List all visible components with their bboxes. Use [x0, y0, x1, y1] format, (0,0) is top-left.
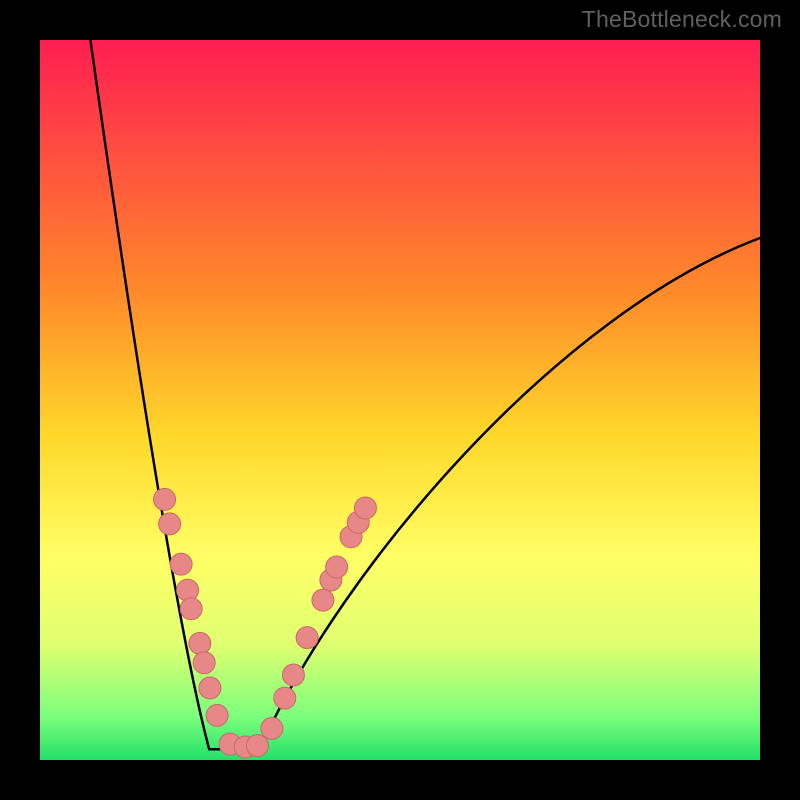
- data-marker: [170, 553, 192, 575]
- data-marker: [246, 735, 268, 757]
- data-marker: [193, 652, 215, 674]
- plot-background: [40, 40, 760, 760]
- data-marker: [206, 704, 228, 726]
- data-marker: [274, 687, 296, 709]
- data-marker: [326, 556, 348, 578]
- data-marker: [296, 627, 318, 649]
- watermark-text: TheBottleneck.com: [582, 6, 782, 33]
- data-marker: [154, 488, 176, 510]
- data-marker: [180, 598, 202, 620]
- chart-svg: [0, 0, 800, 800]
- data-marker: [312, 589, 334, 611]
- data-marker: [261, 717, 283, 739]
- data-marker: [177, 579, 199, 601]
- data-marker: [354, 497, 376, 519]
- data-marker: [199, 677, 221, 699]
- data-marker: [189, 632, 211, 654]
- bottleneck-chart: TheBottleneck.com: [0, 0, 800, 800]
- data-marker: [282, 664, 304, 686]
- data-marker: [159, 513, 181, 535]
